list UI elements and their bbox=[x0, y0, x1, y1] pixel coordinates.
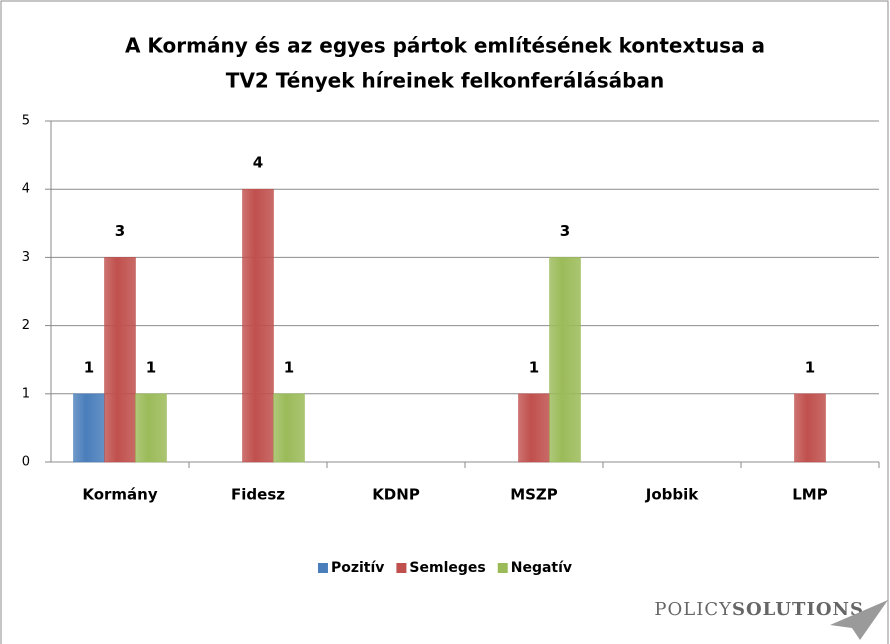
data-label: 1 bbox=[146, 358, 156, 376]
bar bbox=[135, 393, 167, 463]
y-tick-label: 3 bbox=[22, 250, 30, 265]
y-tick-label: 5 bbox=[22, 114, 30, 129]
data-label: 1 bbox=[805, 358, 815, 376]
legend-label: Negatív bbox=[511, 560, 572, 576]
bar bbox=[273, 393, 305, 463]
y-tick-label: 4 bbox=[22, 182, 30, 197]
bar bbox=[549, 257, 581, 463]
legend-swatch bbox=[396, 563, 407, 573]
legend-swatch bbox=[497, 563, 508, 573]
logo-part: SOLUTIONS bbox=[732, 599, 864, 620]
y-tick-label: 2 bbox=[22, 318, 30, 333]
x-tick-label: LMP bbox=[792, 486, 827, 504]
y-tick-label: 0 bbox=[22, 455, 30, 470]
bar bbox=[518, 393, 550, 463]
legend: Pozitív Semleges Negatív bbox=[317, 560, 572, 576]
chart-title: TV2 Tények híreinek felkonferálásában bbox=[226, 69, 664, 93]
data-label: 1 bbox=[284, 358, 294, 376]
chart-title: A Kormány és az egyes pártok említésének… bbox=[125, 34, 765, 58]
legend-label: Semleges bbox=[409, 560, 485, 576]
legend-swatch bbox=[317, 563, 328, 573]
x-tick-label: Kormány bbox=[82, 486, 157, 504]
data-label: 3 bbox=[115, 222, 125, 240]
x-tick-label: Jobbik bbox=[645, 486, 700, 504]
logo-icon bbox=[830, 600, 888, 640]
bar bbox=[73, 393, 105, 463]
x-tick-label: KDNP bbox=[372, 486, 420, 504]
data-label: 3 bbox=[560, 222, 570, 240]
x-tick-label: MSZP bbox=[510, 486, 558, 504]
legend-label: Pozitív bbox=[331, 560, 384, 576]
logo-part: POLICY bbox=[654, 599, 732, 620]
bar bbox=[104, 257, 136, 463]
data-label: 4 bbox=[253, 154, 263, 172]
y-tick-label: 1 bbox=[22, 386, 30, 401]
logo-text: POLICYSOLUTIONS bbox=[654, 599, 864, 620]
data-label: 1 bbox=[84, 358, 94, 376]
x-tick-label: Fidesz bbox=[231, 486, 285, 504]
bar bbox=[242, 188, 274, 463]
bar bbox=[794, 393, 826, 463]
data-label: 1 bbox=[529, 358, 539, 376]
logo: POLICYSOLUTIONS bbox=[654, 599, 888, 640]
